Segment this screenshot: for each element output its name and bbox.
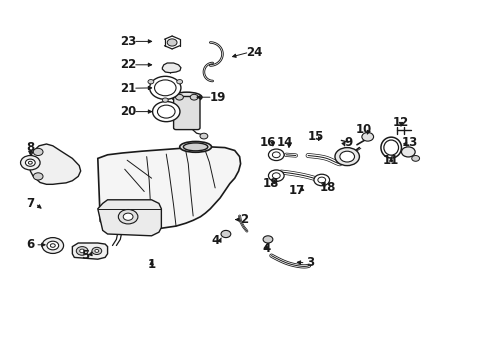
Text: 11: 11 xyxy=(382,154,399,167)
Text: 23: 23 xyxy=(120,35,136,48)
Text: 10: 10 xyxy=(355,123,372,136)
Circle shape xyxy=(42,238,63,253)
Text: 13: 13 xyxy=(401,136,417,149)
Circle shape xyxy=(33,173,43,180)
Circle shape xyxy=(263,236,272,243)
Circle shape xyxy=(200,133,207,139)
Ellipse shape xyxy=(383,140,398,155)
Circle shape xyxy=(221,230,230,238)
Text: 7: 7 xyxy=(26,197,34,210)
Text: 15: 15 xyxy=(306,130,323,143)
Circle shape xyxy=(317,177,325,183)
Circle shape xyxy=(154,80,176,96)
Text: 2: 2 xyxy=(240,213,248,226)
Circle shape xyxy=(80,249,84,253)
Circle shape xyxy=(175,94,183,100)
Text: 20: 20 xyxy=(120,105,136,118)
Circle shape xyxy=(162,98,168,102)
Circle shape xyxy=(167,39,177,46)
Circle shape xyxy=(95,249,99,252)
Polygon shape xyxy=(72,243,107,259)
Polygon shape xyxy=(162,63,181,73)
Circle shape xyxy=(313,174,329,186)
Circle shape xyxy=(157,105,175,118)
Circle shape xyxy=(123,213,133,220)
Circle shape xyxy=(20,156,40,170)
Ellipse shape xyxy=(180,141,211,152)
Text: 18: 18 xyxy=(319,181,335,194)
Circle shape xyxy=(50,244,55,247)
Circle shape xyxy=(25,159,35,166)
Circle shape xyxy=(148,80,154,84)
Polygon shape xyxy=(98,200,161,236)
Text: 3: 3 xyxy=(306,256,314,269)
Text: 21: 21 xyxy=(120,82,136,95)
Text: 14: 14 xyxy=(276,136,292,149)
Circle shape xyxy=(268,149,284,161)
Circle shape xyxy=(339,151,354,162)
Text: 6: 6 xyxy=(26,238,34,251)
Circle shape xyxy=(28,161,32,164)
Circle shape xyxy=(92,247,102,255)
Circle shape xyxy=(152,102,180,122)
Text: 4: 4 xyxy=(211,234,219,247)
Text: 8: 8 xyxy=(26,141,34,154)
Polygon shape xyxy=(29,144,81,184)
Circle shape xyxy=(401,147,414,157)
Text: 24: 24 xyxy=(245,46,262,59)
Ellipse shape xyxy=(183,143,207,151)
Text: 9: 9 xyxy=(344,136,351,149)
Ellipse shape xyxy=(380,137,401,158)
Circle shape xyxy=(118,210,138,224)
Circle shape xyxy=(272,152,280,158)
Circle shape xyxy=(411,156,419,161)
Circle shape xyxy=(268,170,284,181)
Circle shape xyxy=(76,247,88,255)
Circle shape xyxy=(272,173,280,179)
Text: 12: 12 xyxy=(392,116,408,129)
Text: 19: 19 xyxy=(209,91,225,104)
Text: 18: 18 xyxy=(262,177,278,190)
Circle shape xyxy=(361,132,373,141)
Text: 1: 1 xyxy=(147,258,155,271)
Polygon shape xyxy=(98,147,240,231)
Circle shape xyxy=(190,94,198,100)
FancyBboxPatch shape xyxy=(173,96,200,130)
Circle shape xyxy=(176,80,182,84)
Text: 4: 4 xyxy=(262,242,270,255)
Circle shape xyxy=(334,148,359,166)
Text: 17: 17 xyxy=(288,184,305,197)
Text: 22: 22 xyxy=(120,58,136,71)
Circle shape xyxy=(33,148,43,156)
Ellipse shape xyxy=(171,92,202,102)
Text: 5: 5 xyxy=(81,249,89,262)
Circle shape xyxy=(149,76,181,99)
Circle shape xyxy=(47,241,59,250)
Text: 16: 16 xyxy=(259,136,276,149)
